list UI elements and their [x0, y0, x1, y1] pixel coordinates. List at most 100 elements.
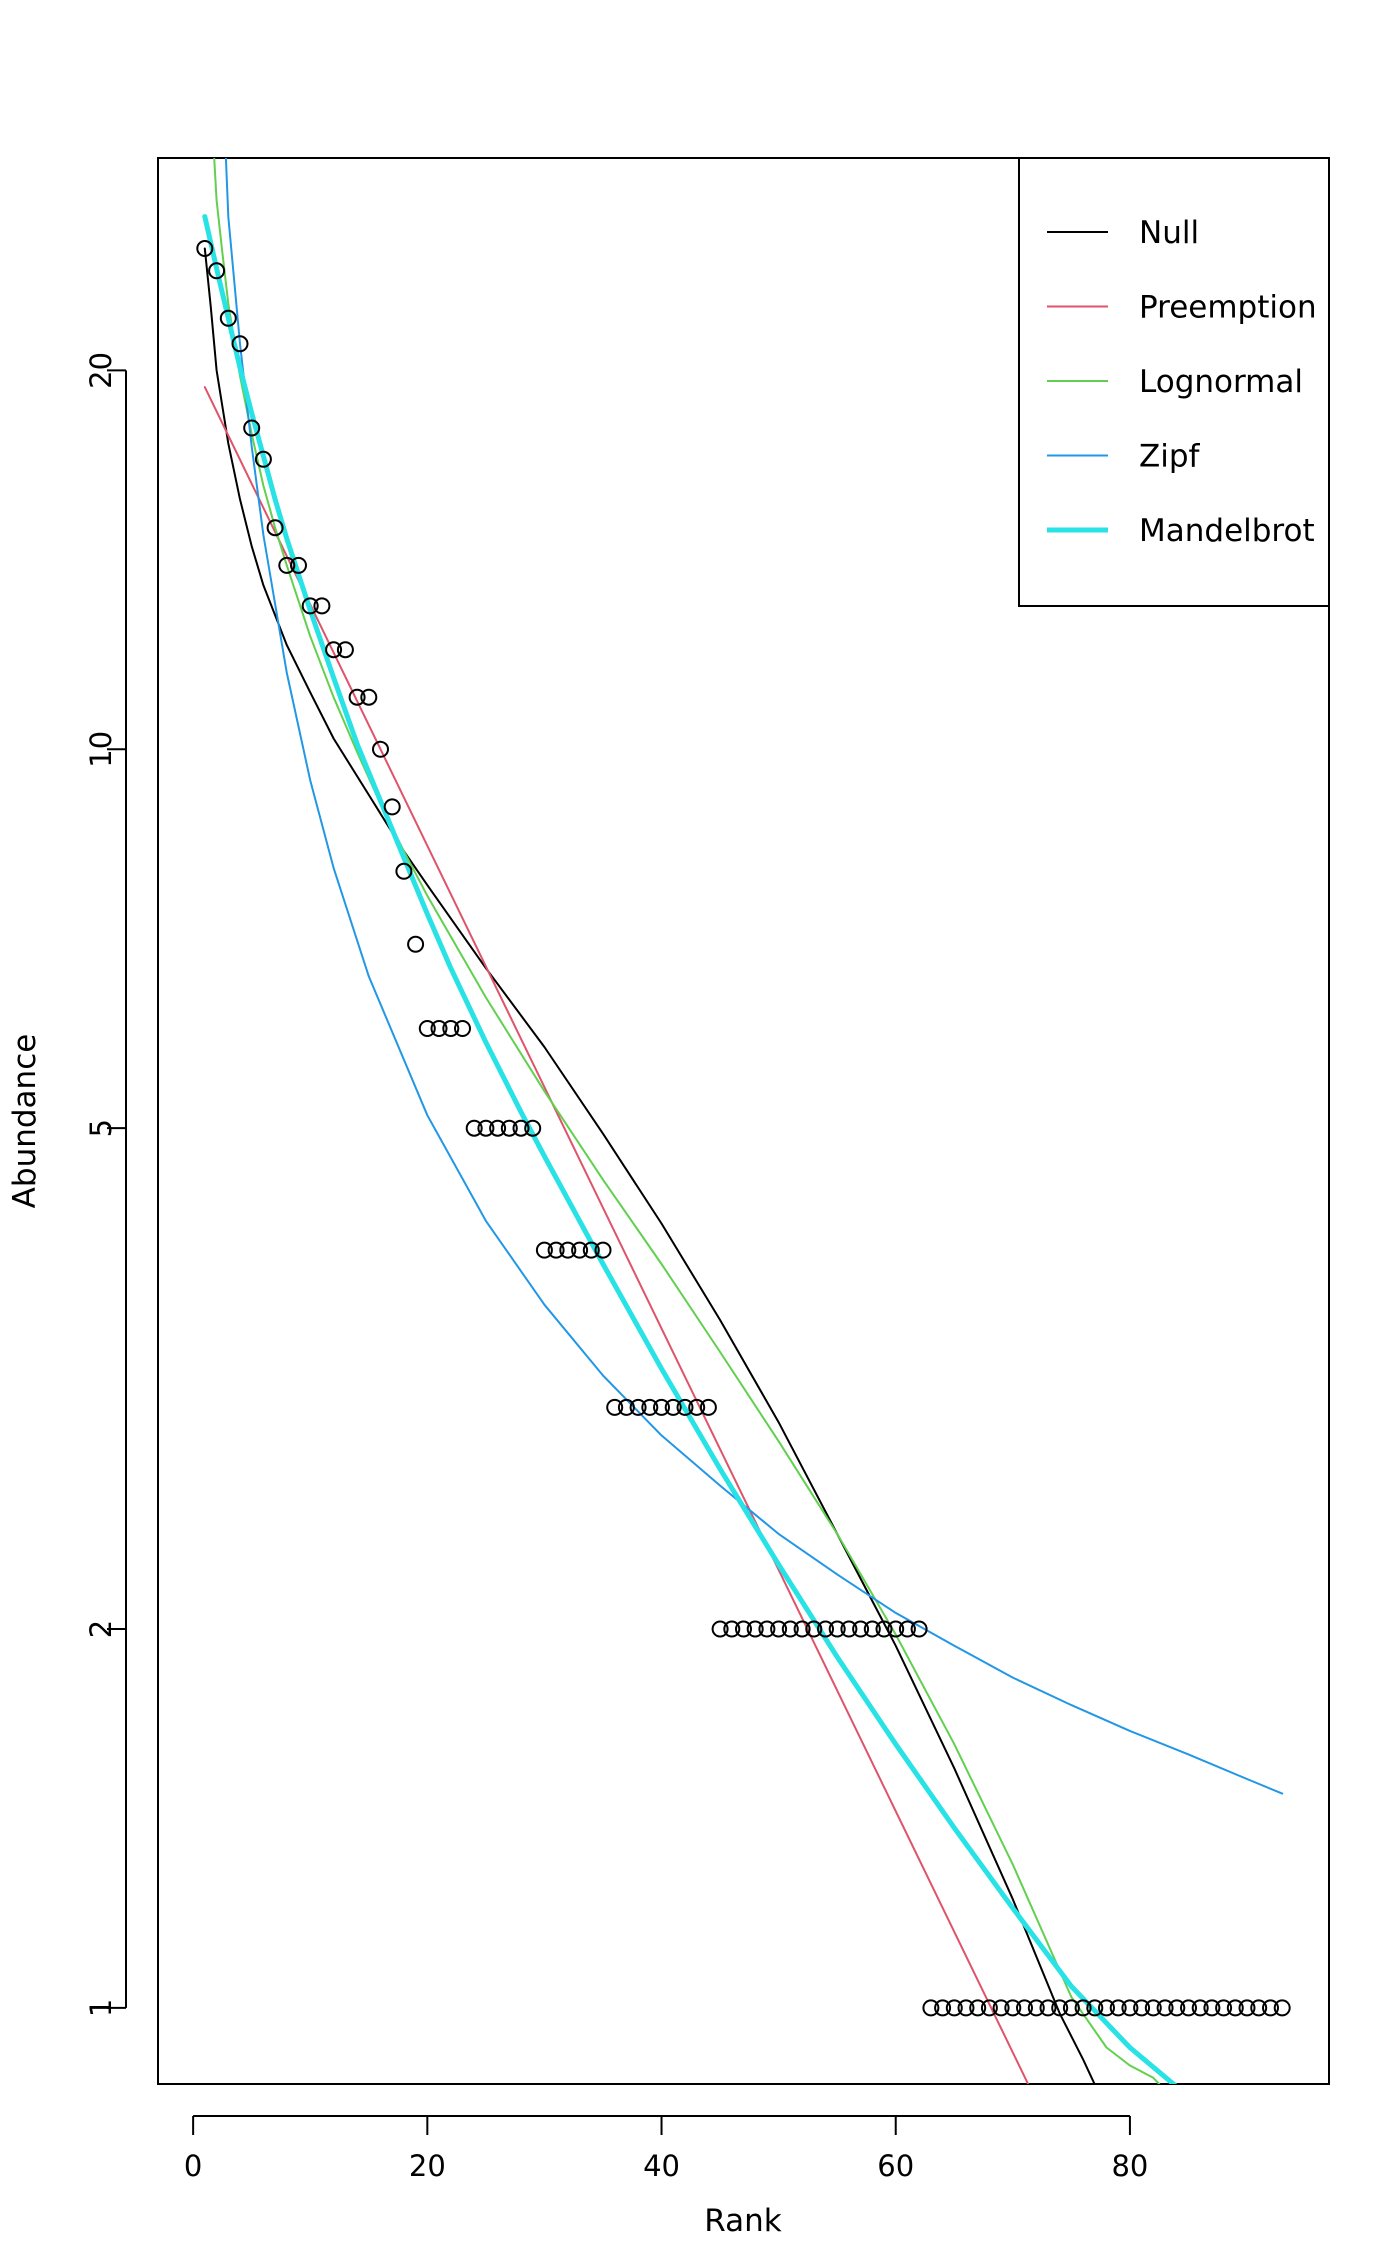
data-point [231, 335, 249, 353]
data-point [980, 1999, 998, 2017]
data-point [582, 1241, 600, 1259]
data-point [430, 1020, 448, 1037]
data-point [1098, 1999, 1115, 2017]
series-line-mandelbrot [202, 214, 1178, 2084]
series-line-zipf [224, 158, 1284, 1795]
data-point [301, 597, 319, 615]
data-point [313, 597, 331, 615]
data-point [723, 1620, 741, 1638]
data-point [336, 641, 354, 659]
data-point [1215, 1999, 1233, 2017]
data-point [1121, 1999, 1139, 2017]
data-point [641, 1398, 659, 1416]
data-point [360, 688, 378, 706]
data-point [512, 1119, 530, 1137]
legend-label-preemption: Preemption [1139, 290, 1317, 326]
data-point [1168, 1999, 1186, 2017]
data-point [945, 1999, 963, 2017]
data-point [266, 519, 284, 537]
data-point [1086, 1999, 1104, 2017]
data-point [278, 556, 296, 574]
y-tick-label: 1 [84, 1999, 118, 2017]
data-point [325, 641, 343, 659]
data-point [875, 1620, 893, 1638]
x-tick-label: 0 [184, 2149, 202, 2183]
data-point [664, 1398, 682, 1416]
data-point [1039, 1999, 1057, 2017]
observed-points [196, 240, 1291, 2017]
y-tick-label: 10 [84, 731, 118, 768]
data-point [1004, 1999, 1022, 2017]
data-point [383, 798, 401, 816]
data-point [219, 309, 237, 327]
data-point [606, 1398, 624, 1416]
data-point [957, 1999, 975, 2017]
x-axis-label: Rank [704, 2203, 782, 2239]
data-point [489, 1119, 507, 1137]
x-tick-label: 80 [1111, 2149, 1148, 2183]
data-point [711, 1620, 729, 1638]
series-line-null [203, 247, 1096, 2084]
legend-label-mandelbrot: Mandelbrot [1139, 513, 1315, 549]
legend-label-null: Null [1139, 215, 1199, 251]
y-axis: 1 2 5 10 20 [84, 352, 127, 2017]
data-point [852, 1620, 870, 1638]
data-point [418, 1020, 436, 1037]
legend: Null Preemption Lognormal Zipf Mandelbrot [1018, 157, 1330, 607]
x-axis: 0 20 40 60 80 [184, 2115, 1148, 2183]
data-point [477, 1119, 495, 1137]
data-point [465, 1119, 483, 1137]
data-point [934, 1999, 952, 2017]
plot-frame [157, 157, 1330, 2085]
data-point [735, 1620, 752, 1638]
data-point [1226, 1999, 1244, 2017]
data-point [571, 1241, 589, 1259]
data-point [594, 1241, 612, 1259]
data-point [1133, 1999, 1151, 2017]
data-point [1273, 1999, 1291, 2017]
y-tick-label: 2 [84, 1620, 118, 1638]
data-point [524, 1119, 542, 1137]
data-point [547, 1241, 565, 1259]
legend-label-lognormal: Lognormal [1139, 364, 1303, 400]
data-point [805, 1620, 823, 1638]
data-point [758, 1620, 776, 1638]
data-point [395, 862, 413, 880]
data-point [817, 1620, 834, 1638]
data-point [243, 419, 261, 437]
data-point [1262, 1999, 1279, 2017]
data-point [699, 1398, 717, 1416]
data-point [208, 262, 226, 280]
y-tick-label: 5 [84, 1119, 118, 1137]
data-point [863, 1620, 881, 1638]
data-point [1191, 1999, 1209, 2017]
data-point [196, 240, 214, 257]
y-axis-label: Abundance [7, 1034, 43, 1209]
data-point [840, 1620, 858, 1638]
data-point [1180, 1999, 1197, 2017]
data-point [1144, 1999, 1162, 2017]
series-line-lognormal [213, 158, 1161, 2084]
data-point [676, 1398, 694, 1416]
data-point [793, 1620, 811, 1638]
data-point [1062, 1999, 1080, 2017]
x-tick-label: 20 [409, 2149, 446, 2183]
data-point [454, 1020, 471, 1037]
data-point [922, 1999, 940, 2017]
data-point [887, 1620, 905, 1638]
data-point [372, 740, 389, 758]
data-point [1027, 1999, 1045, 2017]
data-point [688, 1398, 706, 1416]
data-point [992, 1999, 1010, 2017]
data-point [1250, 1999, 1268, 2017]
data-point [653, 1398, 670, 1416]
series-line-preemption [203, 386, 1030, 2084]
data-point [1156, 1999, 1174, 2017]
data-point [535, 1241, 553, 1259]
data-point [1016, 1999, 1033, 2017]
data-point [746, 1620, 764, 1638]
data-point [969, 1999, 987, 2017]
data-point [910, 1620, 928, 1638]
data-point [1074, 1999, 1092, 2017]
data-point [1051, 1999, 1069, 2017]
